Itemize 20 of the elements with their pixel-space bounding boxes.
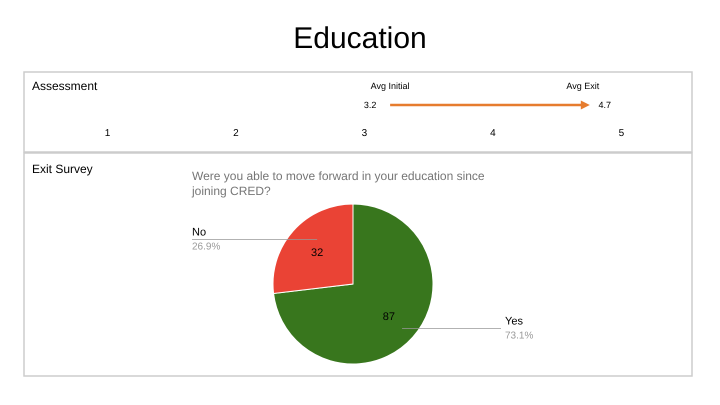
text: Avg Initial — [370, 81, 410, 91]
x-tick-label: 5 — [618, 128, 625, 140]
chart-subtitle: Assessment — [32, 79, 98, 93]
chart-subtitle: Were you able to move forward in your education since joining CRED? — [191, 169, 485, 198]
text: Exit Survey — [32, 162, 93, 176]
chart-title: Education — [293, 22, 427, 55]
x-tick-label: 4 — [490, 128, 496, 140]
slice-label: No — [192, 226, 206, 238]
pie-slice — [273, 204, 434, 364]
annotation: 3.2 — [364, 100, 376, 110]
data-label: 87 — [382, 310, 396, 323]
x-tick-label: 2 — [233, 128, 240, 140]
data-label: 32 — [310, 247, 324, 260]
text: 26.9% — [192, 241, 220, 252]
text: Avg Exit — [566, 81, 600, 91]
x-tick-label: 1 — [104, 128, 111, 140]
annotation: 4.7 — [598, 100, 612, 110]
slice-label: Yes — [505, 316, 524, 328]
text: 73.1% — [505, 330, 534, 342]
x-tick-label: 3 — [362, 128, 368, 140]
